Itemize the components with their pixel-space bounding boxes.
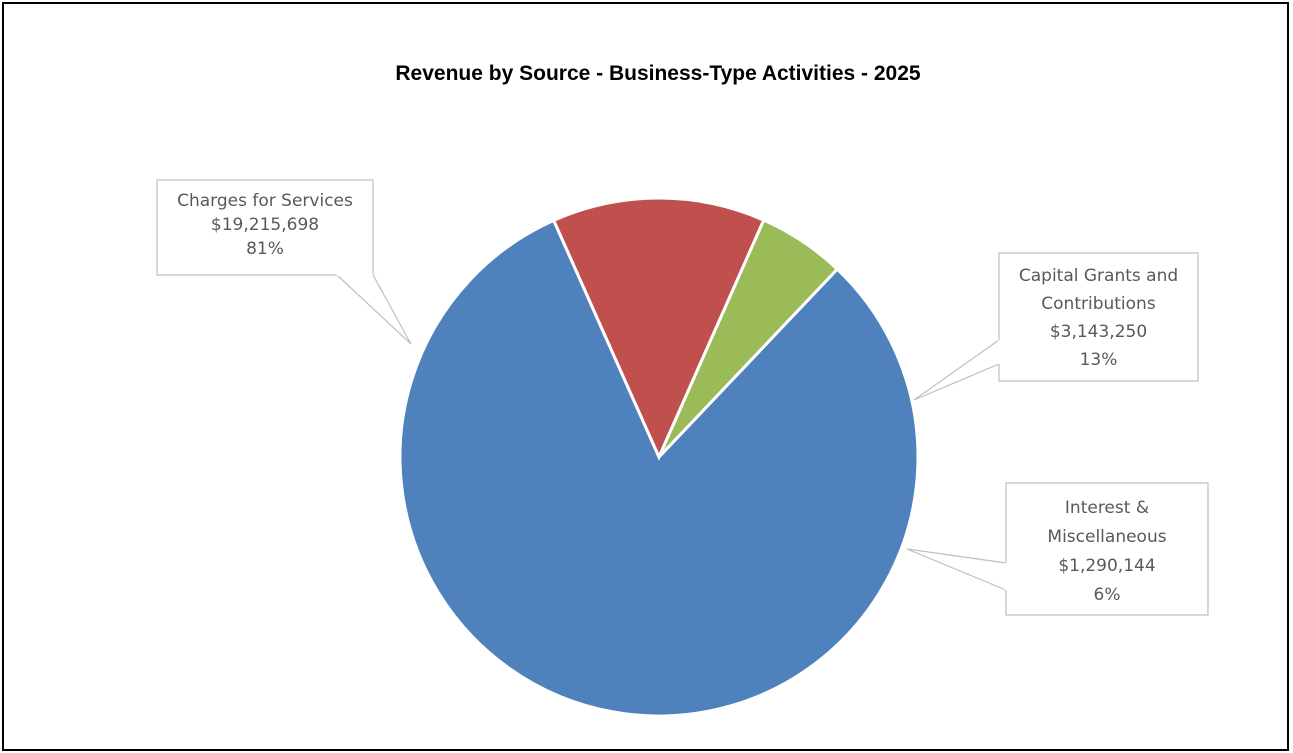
data-label-value: $1,290,144 — [1058, 556, 1155, 576]
data-label-callout: Capital Grants and Contributions $3,143,25… — [998, 252, 1199, 382]
data-label-callout: Charges for Services $19,215,698 81% — [156, 179, 374, 276]
data-label-name: Miscellaneous — [1047, 527, 1166, 547]
pie-slice-charges-for-services — [398, 218, 920, 718]
pie-slices — [398, 196, 920, 718]
data-label-value: $3,143,250 — [1050, 322, 1147, 342]
callout-leaders — [335, 274, 1007, 591]
callout-box — [156, 179, 374, 276]
data-label-percent: 81% — [246, 239, 284, 259]
callout-leader — [906, 548, 1007, 591]
data-label-value: $19,215,698 — [211, 215, 319, 235]
callout-leader — [913, 338, 1000, 401]
pie-slice-capital-grants-and-contributions — [551, 196, 766, 461]
data-label-percent: 6% — [1094, 585, 1121, 605]
data-label-name: Capital Grants and — [1019, 266, 1178, 286]
callout-box — [1005, 482, 1209, 616]
data-label-name: Contributions — [1041, 294, 1156, 314]
chart-title: Revenue by Source - Business-Type Activi… — [395, 62, 921, 85]
pie-slice-interest-miscellaneous — [657, 218, 840, 459]
data-label-name: Charges for Services — [177, 191, 353, 211]
callout-box — [998, 252, 1199, 382]
callout-leader — [335, 274, 412, 345]
data-label-name: Interest & — [1065, 498, 1149, 518]
data-label-callouts: Charges for Services $19,215,698 81% Capita… — [156, 179, 1209, 616]
data-label-callout: Interest & Miscellaneous $1,290,144 6% — [1005, 482, 1209, 616]
data-label-percent: 13% — [1080, 350, 1118, 370]
